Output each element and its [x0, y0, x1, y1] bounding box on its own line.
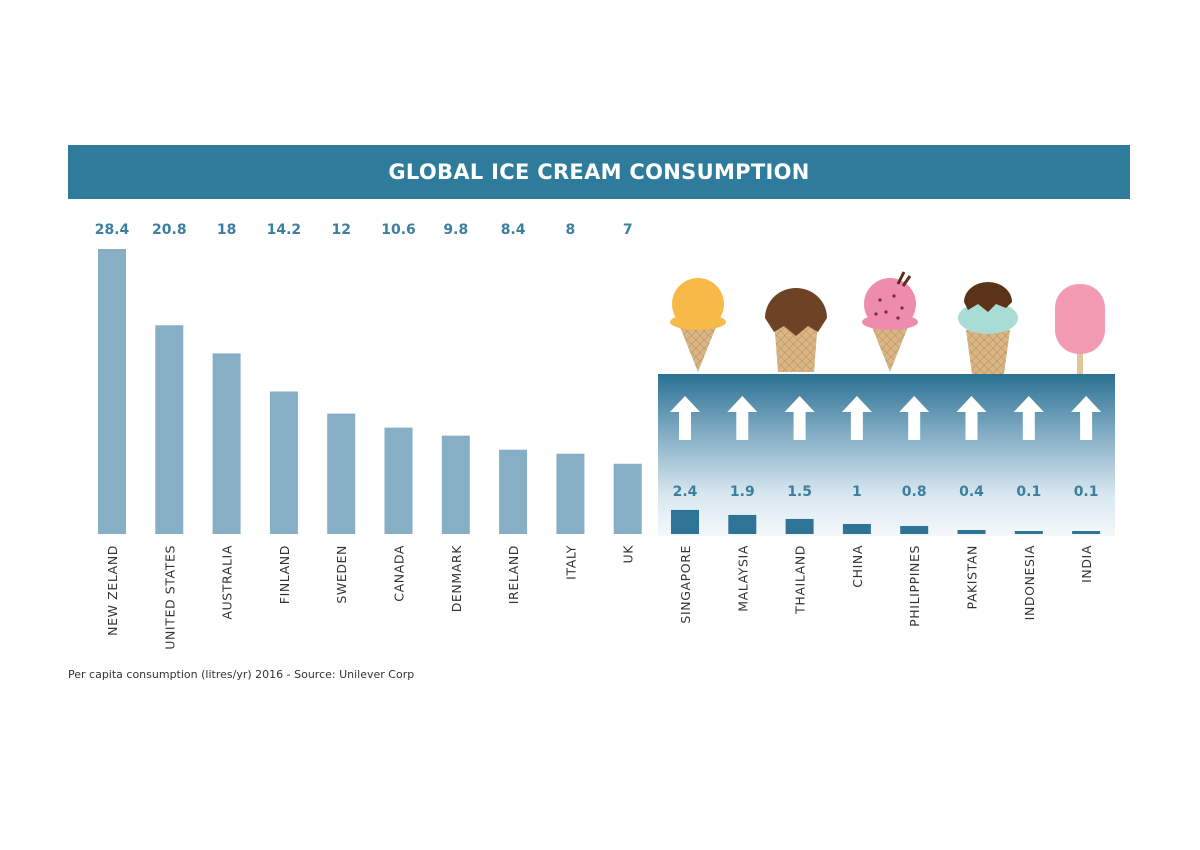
category-label: NEW ZELAND [105, 545, 120, 636]
category-label: DENMARK [449, 545, 464, 612]
bar-china [842, 523, 871, 534]
category-label: CANADA [392, 545, 407, 602]
value-label: 1.9 [730, 484, 755, 500]
value-label: 28.4 [95, 222, 130, 238]
up-arrow-icon [1013, 396, 1044, 440]
value-label: 8.4 [501, 222, 526, 238]
category-label: UNITED STATES [162, 545, 177, 650]
ice-cream-cone-mint-icon [958, 282, 1018, 374]
up-arrow-icon [784, 396, 815, 440]
up-arrow-icon [956, 396, 987, 440]
bar-india [1072, 531, 1101, 534]
category-label: INDONESIA [1022, 545, 1037, 620]
category-label: ITALY [563, 545, 578, 580]
value-label: 0.1 [1074, 484, 1099, 500]
highlight-panel [658, 374, 1115, 536]
bar-finland [269, 391, 298, 534]
category-label: MALAYSIA [735, 545, 750, 612]
value-label: 18 [217, 222, 236, 238]
value-label: 12 [331, 222, 350, 238]
bar-ireland [499, 449, 528, 534]
ice-cream-cone-chocolate-icon [765, 288, 827, 372]
value-label: 0.1 [1016, 484, 1041, 500]
value-label: 1 [852, 484, 862, 500]
category-label: SWEDEN [334, 545, 349, 604]
category-label: FINLAND [277, 545, 292, 604]
up-arrow-icon [1071, 396, 1102, 440]
category-label: UK [621, 545, 636, 564]
bar-canada [384, 427, 413, 534]
bar-italy [556, 453, 585, 534]
bar-malaysia [728, 514, 757, 534]
ice-cream-cone-strawberry-icon [862, 271, 918, 372]
up-arrow-icon [727, 396, 758, 440]
bar-uk [613, 463, 642, 534]
value-label: 8 [566, 222, 576, 238]
bar-new-zeland [98, 249, 126, 534]
up-arrow-icon [670, 396, 700, 440]
up-arrow-icon [899, 396, 930, 440]
category-label: IRELAND [506, 545, 521, 604]
bar-indonesia [1014, 531, 1043, 534]
category-label: SINGAPORE [678, 545, 693, 624]
bar-philippines [900, 525, 929, 534]
value-label: 9.8 [443, 222, 468, 238]
category-label: THAILAND [793, 545, 808, 615]
value-label: 20.8 [152, 222, 187, 238]
source-note: Per capita consumption (litres/yr) 2016 … [68, 668, 415, 681]
popsicle-icon [1055, 284, 1105, 374]
value-label: 14.2 [267, 222, 302, 238]
up-arrow-icon [841, 396, 872, 440]
value-label: 10.6 [381, 222, 416, 238]
chart-title: GLOBAL ICE CREAM CONSUMPTION [68, 145, 1130, 199]
bar-united-states [155, 325, 184, 534]
bar-australia [212, 353, 241, 534]
value-label: 0.8 [902, 484, 927, 500]
bar-denmark [441, 435, 470, 534]
category-label: CHINA [850, 545, 865, 588]
bar-pakistan [957, 529, 986, 534]
category-label: INDIA [1079, 545, 1094, 583]
value-label: 7 [623, 222, 633, 238]
value-label: 2.4 [673, 484, 698, 500]
category-label: AUSTRALIA [220, 545, 235, 620]
value-label: 1.5 [787, 484, 812, 500]
value-label: 0.4 [959, 484, 984, 500]
category-label: PHILIPPINES [907, 545, 922, 627]
ice-cream-cone-vanilla-icon [670, 278, 726, 372]
bar-thailand [785, 518, 814, 534]
bar-singapore [671, 509, 699, 534]
bar-sweden [327, 413, 356, 534]
category-label: PAKISTAN [965, 545, 980, 609]
